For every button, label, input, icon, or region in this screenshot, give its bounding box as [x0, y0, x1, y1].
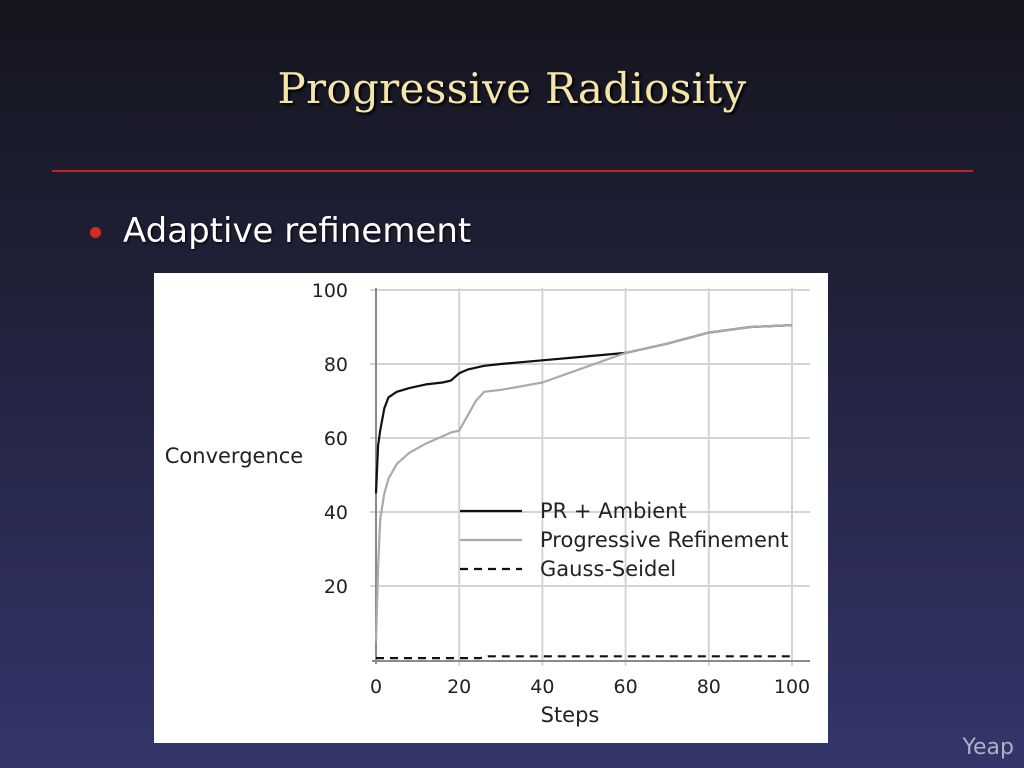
x-tick-label: 0 — [370, 676, 382, 698]
y-tick-label: 80 — [324, 354, 348, 376]
bullet-text: Adaptive refinement — [123, 211, 472, 251]
y-tick-label: 100 — [312, 280, 348, 302]
x-tick-label: 100 — [774, 676, 810, 698]
y-tick-label: 40 — [324, 502, 348, 524]
legend-label: PR + Ambient — [540, 499, 687, 523]
series-line-pr-ambient — [374, 324, 793, 494]
legend-label: Gauss-Seidel — [540, 557, 676, 581]
grid — [370, 288, 810, 666]
title-divider — [52, 170, 973, 172]
footer-author: Yeap — [962, 735, 1015, 760]
y-tick-label: 60 — [324, 428, 348, 450]
legend-label: Progressive Refinement — [540, 528, 788, 552]
x-tick-label: 80 — [697, 676, 721, 698]
x-tick-label: 60 — [614, 676, 638, 698]
x-tick-label: 40 — [530, 676, 554, 698]
bullet-item: Adaptive refinement — [90, 208, 471, 254]
convergence-chart: 0 20 40 60 80 100 20 40 60 80 100 PR + Ambient Prog… — [165, 280, 810, 727]
y-tick-label: 20 — [324, 576, 348, 598]
series-line-gauss-seidel — [376, 655, 792, 660]
y-axis-label: Convergence — [165, 444, 303, 468]
x-tick-label: 20 — [447, 676, 471, 698]
slide-title: Progressive Radiosity — [277, 64, 747, 113]
bullet-dot-icon — [90, 226, 101, 238]
legend: PR + Ambient Progressive Refinement Gauss-… — [460, 499, 788, 581]
chart-figure: 0 20 40 60 80 100 20 40 60 80 100 PR + Ambient Prog… — [154, 273, 828, 743]
series-line-progressive-refinement — [374, 324, 793, 642]
x-axis-label: Steps — [541, 703, 600, 727]
series-group — [374, 324, 793, 660]
